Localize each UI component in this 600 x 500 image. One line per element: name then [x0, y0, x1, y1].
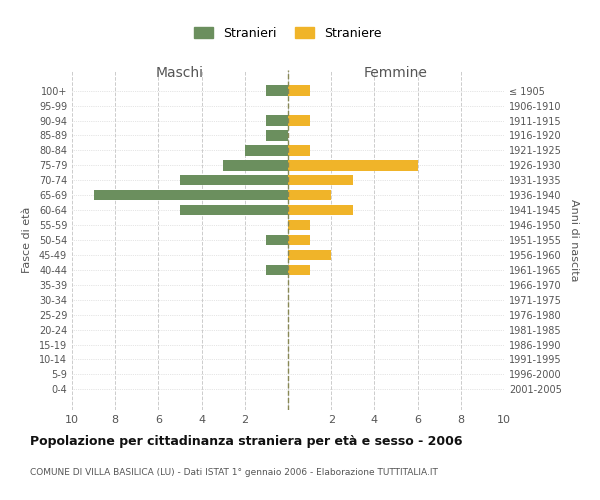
Y-axis label: Fasce di età: Fasce di età	[22, 207, 32, 273]
Bar	[266, 86, 288, 96]
Bar	[266, 235, 288, 245]
Bar	[223, 160, 288, 170]
Text: Femmine: Femmine	[364, 66, 428, 80]
Bar	[288, 145, 310, 156]
Bar	[180, 175, 288, 186]
Text: Maschi: Maschi	[156, 66, 204, 80]
Bar	[245, 145, 288, 156]
Text: Popolazione per cittadinanza straniera per età e sesso - 2006: Popolazione per cittadinanza straniera p…	[30, 435, 463, 448]
Legend: Stranieri, Straniere: Stranieri, Straniere	[190, 22, 386, 45]
Bar	[288, 175, 353, 186]
Bar	[288, 205, 353, 216]
Bar	[288, 160, 418, 170]
Bar	[266, 116, 288, 126]
Text: COMUNE DI VILLA BASILICA (LU) - Dati ISTAT 1° gennaio 2006 - Elaborazione TUTTIT: COMUNE DI VILLA BASILICA (LU) - Dati IST…	[30, 468, 438, 477]
Bar	[288, 190, 331, 200]
Bar	[180, 205, 288, 216]
Y-axis label: Anni di nascita: Anni di nascita	[569, 198, 578, 281]
Bar	[288, 116, 310, 126]
Bar	[288, 250, 331, 260]
Bar	[94, 190, 288, 200]
Bar	[266, 130, 288, 140]
Bar	[266, 264, 288, 275]
Bar	[288, 86, 310, 96]
Bar	[288, 220, 310, 230]
Bar	[288, 264, 310, 275]
Bar	[288, 235, 310, 245]
